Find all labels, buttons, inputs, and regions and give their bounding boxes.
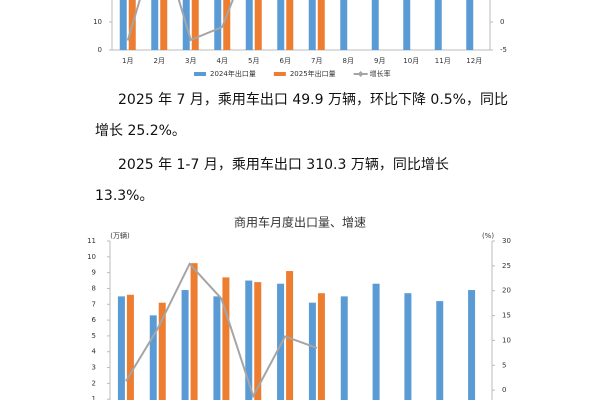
x-tick-label: 11月: [435, 57, 451, 65]
y-tick-label: 0: [98, 46, 102, 54]
bar: [117, 296, 125, 400]
y-tick-label: 7: [92, 300, 96, 308]
bar: [317, 293, 325, 400]
x-tick-label: 6月: [280, 57, 291, 65]
bar: [286, 271, 294, 400]
bar: [119, 0, 127, 51]
y-tick-label: 8: [92, 284, 96, 292]
x-tick-label: 2月: [154, 57, 165, 65]
bar: [340, 0, 348, 50]
bar: [340, 296, 348, 400]
bar: [286, 0, 294, 50]
y-tick-label: 5: [92, 332, 96, 340]
y-tick-label: 9: [92, 269, 96, 277]
y-tick-label: 10: [87, 253, 96, 261]
y-tick-label: 6: [92, 316, 97, 324]
bar: [190, 263, 198, 400]
paragraph: 2025 年 1-7 月，乘用车出口 310.3 万辆，同比增长 13.3%。: [95, 157, 449, 204]
x-tick-label: 3月: [185, 57, 196, 65]
y-tick-label: 10: [93, 18, 102, 26]
chart-title: 商用车月度出口量、增速: [234, 215, 366, 230]
bar: [403, 0, 411, 50]
y2-axis-unit: (%): [482, 232, 494, 240]
bar: [434, 0, 442, 50]
bar: [181, 290, 189, 400]
x-tick-label: 8月: [343, 57, 354, 65]
x-tick-label: 10月: [403, 57, 419, 65]
paragraph: 2025 年 7 月，乘用车出口 49.9 万辆，环比下降 0.5%，同比增长 …: [95, 92, 508, 139]
bar: [126, 294, 134, 400]
y2-tick-label: 15: [502, 312, 511, 320]
bar: [371, 0, 379, 50]
legend-label: 2025年出口量: [290, 69, 336, 78]
bar: [317, 0, 325, 50]
bar: [372, 283, 380, 400]
y2-tick-label: 0: [500, 18, 504, 26]
y2-tick-label: 30: [502, 237, 511, 245]
y-tick-label: 1: [92, 395, 96, 400]
x-tick-label: 1月: [122, 57, 133, 65]
legend-swatch: [273, 72, 286, 76]
y2-tick-label: 5: [502, 361, 506, 369]
y-axis-unit: (万辆): [110, 231, 130, 240]
line-series: [125, 262, 318, 399]
line-series: [126, 0, 234, 42]
y2-tick-label: 0: [502, 386, 506, 394]
bar: [277, 283, 285, 400]
bar: [436, 301, 444, 400]
bar: [277, 0, 285, 50]
bar: [468, 290, 476, 400]
bar: [254, 0, 262, 50]
legend-label: 增长率: [370, 69, 391, 78]
y2-tick-label: -5: [500, 46, 507, 54]
bar: [149, 315, 157, 400]
y2-tick-label: 25: [502, 262, 511, 270]
legend-label: 2024年出口量: [210, 69, 256, 78]
x-tick-label: 4月: [217, 57, 228, 65]
bar: [245, 280, 253, 400]
bar: [466, 0, 474, 50]
y2-tick-label: 10: [502, 336, 511, 344]
bar: [213, 296, 221, 400]
bar: [191, 0, 199, 50]
bar: [308, 302, 316, 400]
y2-tick-label: 20: [502, 287, 511, 295]
x-tick-label: 7月: [311, 57, 322, 65]
y-tick-label: 4: [92, 348, 97, 356]
x-tick-label: 5月: [248, 57, 259, 65]
bar: [222, 277, 230, 400]
legend-marker: [357, 71, 364, 77]
bar: [214, 0, 222, 50]
y-tick-label: 2: [92, 379, 96, 387]
bar: [223, 0, 231, 50]
bar: [404, 293, 412, 400]
bar: [158, 302, 166, 400]
bar: [245, 0, 253, 50]
x-tick-label: 9月: [374, 57, 385, 65]
bar: [160, 0, 168, 51]
y-tick-label: 3: [92, 364, 96, 372]
bar: [151, 0, 159, 51]
legend-swatch: [194, 72, 206, 76]
bar: [254, 282, 262, 400]
x-tick-label: 12月: [466, 57, 482, 65]
bar: [308, 0, 316, 50]
y-tick-label: 11: [87, 237, 96, 245]
